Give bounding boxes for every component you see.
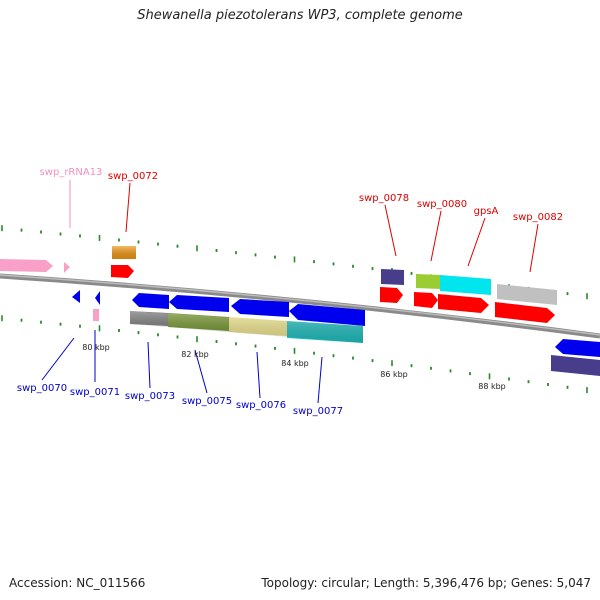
genome-backbone [0, 273, 600, 339]
rrna-arrow [0, 259, 53, 272]
leader-swp-0072 [125, 182, 131, 233]
gene-gpsA-cds [438, 294, 489, 313]
genome-backbone-highlight [0, 274, 600, 336]
gene-label-swp-0075: swp_0075 [182, 396, 232, 407]
kbp-label-84: 84 kbp [281, 359, 309, 368]
gene-swp-0071 [95, 291, 100, 305]
gene-label-swp-0072: swp_0072 [108, 171, 158, 182]
reverse-cds-right [555, 339, 600, 357]
gene-swp-0072-cds [111, 265, 134, 278]
leader-swp-0070 [41, 337, 75, 381]
leader-swp-0077 [317, 356, 323, 404]
gene-label-swp-0076: swp_0076 [236, 400, 286, 411]
kbp-label-88: 88 kbp [478, 382, 506, 391]
kbp-label-80: 80 kbp [82, 343, 110, 352]
gene-swp-0070 [72, 290, 80, 303]
band-darkslate-right [551, 355, 600, 376]
feature-silver [497, 284, 557, 305]
gene-label-swp-0073: swp_0073 [125, 391, 175, 402]
gene-swp-0077-cds [289, 304, 365, 326]
gene-label-swp-0070: swp_0070 [17, 383, 67, 394]
gene-swp-0075-cds [169, 295, 229, 312]
gene-label-swp-0071: swp_0071 [70, 387, 120, 398]
band-shade [130, 311, 363, 343]
gene-label-swp-0080: swp_0080 [417, 199, 467, 210]
leader-gpsA [467, 217, 486, 267]
accession-text: Accession: NC_011566 [9, 576, 146, 590]
gene-label-swp-rRNA13: swp_rRNA13 [40, 167, 103, 178]
gene-label-gpsA: gpsA [474, 206, 499, 217]
leader-swp-0082 [529, 223, 539, 273]
map-title: Shewanella piezotolerans WP3, complete g… [137, 8, 463, 23]
rrna-small-arrow [64, 262, 70, 273]
gene-swp-0076-cds [231, 299, 289, 317]
gene-swp-0080-cds [414, 292, 438, 308]
genome-summary-text: Topology: circular; Length: 5,396,476 bp… [261, 576, 591, 590]
leader-swp-0080 [430, 210, 442, 262]
gene-swp-0082-cds [495, 302, 555, 323]
gene-swp-0073-cds [132, 293, 169, 309]
feature-darkslate [381, 269, 404, 285]
feature-orange-shade [112, 246, 136, 259]
feature-chartreuse [416, 274, 440, 289]
leader-swp-0073 [147, 341, 151, 389]
gene-label-swp-0077: swp_0077 [293, 406, 343, 417]
kbp-label-86: 86 kbp [380, 370, 408, 379]
gene-label-swp-0078: swp_0078 [359, 193, 409, 204]
leader-swp-0075 [194, 349, 208, 394]
leader-swp-0078 [384, 204, 397, 257]
kbp-label-82: 82 kbp [181, 350, 209, 359]
gene-swp-0071-rrna [93, 309, 99, 321]
gene-swp-0078-cds [380, 287, 403, 303]
gene-label-swp-0082: swp_0082 [513, 212, 563, 223]
gc-ticks-lower [1, 315, 588, 394]
leader-swp-0076 [256, 351, 261, 399]
feature-aqua [440, 275, 491, 295]
